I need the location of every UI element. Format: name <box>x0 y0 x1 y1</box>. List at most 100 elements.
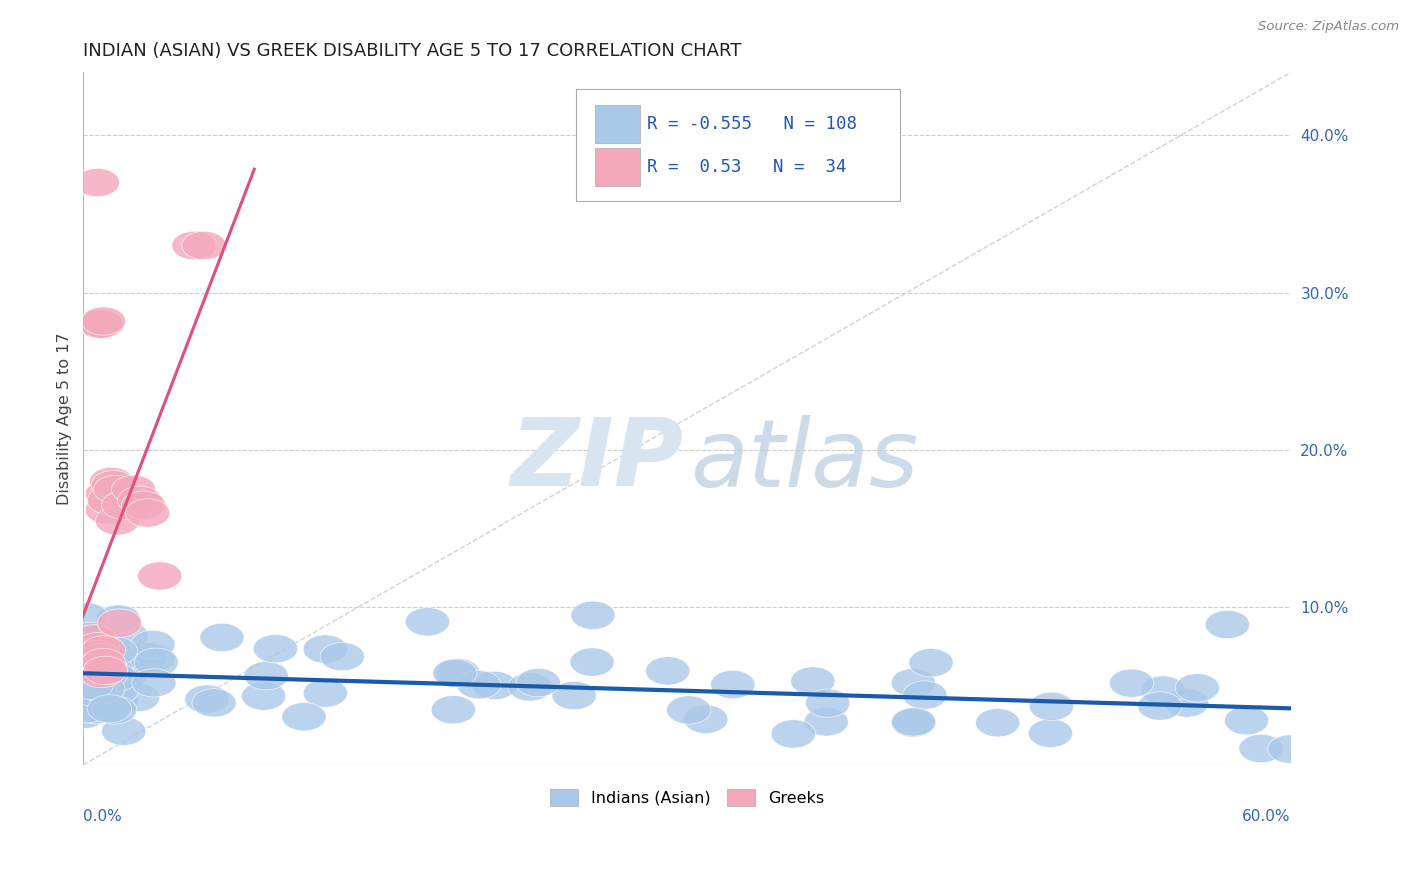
Ellipse shape <box>1268 735 1312 764</box>
Ellipse shape <box>86 480 129 508</box>
Ellipse shape <box>87 486 132 515</box>
Ellipse shape <box>304 679 347 707</box>
Ellipse shape <box>903 681 948 709</box>
Ellipse shape <box>432 696 475 724</box>
Ellipse shape <box>72 633 115 662</box>
Ellipse shape <box>281 703 326 731</box>
Ellipse shape <box>76 169 120 197</box>
Ellipse shape <box>891 707 936 736</box>
Ellipse shape <box>242 682 285 710</box>
Ellipse shape <box>91 682 135 710</box>
Ellipse shape <box>73 673 118 702</box>
Ellipse shape <box>66 688 110 716</box>
Ellipse shape <box>76 632 120 661</box>
Ellipse shape <box>94 676 139 705</box>
Ellipse shape <box>172 231 217 260</box>
Ellipse shape <box>96 507 139 535</box>
Ellipse shape <box>457 671 501 698</box>
Ellipse shape <box>891 709 935 737</box>
Ellipse shape <box>87 655 132 682</box>
Ellipse shape <box>79 310 124 338</box>
Ellipse shape <box>121 491 166 519</box>
Text: R =  0.53   N =  34: R = 0.53 N = 34 <box>647 158 846 176</box>
Text: 60.0%: 60.0% <box>1241 809 1291 824</box>
Ellipse shape <box>976 708 1019 737</box>
Ellipse shape <box>70 622 114 650</box>
Ellipse shape <box>666 696 711 724</box>
Ellipse shape <box>200 624 245 651</box>
Ellipse shape <box>65 695 110 723</box>
Ellipse shape <box>72 644 115 672</box>
Ellipse shape <box>96 605 141 633</box>
Ellipse shape <box>73 693 117 721</box>
Ellipse shape <box>69 690 112 719</box>
Ellipse shape <box>101 717 146 746</box>
Ellipse shape <box>73 696 117 723</box>
Ellipse shape <box>63 626 107 655</box>
Ellipse shape <box>62 633 105 662</box>
Ellipse shape <box>245 662 288 690</box>
Ellipse shape <box>82 648 125 677</box>
Ellipse shape <box>90 674 134 703</box>
Ellipse shape <box>66 666 111 695</box>
Ellipse shape <box>93 664 138 692</box>
Ellipse shape <box>181 231 226 260</box>
Ellipse shape <box>1029 692 1074 721</box>
Ellipse shape <box>77 310 121 338</box>
Ellipse shape <box>111 475 156 504</box>
Ellipse shape <box>62 700 105 729</box>
Ellipse shape <box>1175 673 1219 702</box>
Ellipse shape <box>304 635 347 664</box>
Ellipse shape <box>131 631 174 658</box>
Ellipse shape <box>67 678 111 706</box>
Ellipse shape <box>83 652 127 681</box>
Ellipse shape <box>433 659 477 688</box>
Ellipse shape <box>1239 734 1284 763</box>
Ellipse shape <box>131 644 174 672</box>
Ellipse shape <box>73 625 118 654</box>
Ellipse shape <box>80 664 125 691</box>
Ellipse shape <box>1137 692 1182 720</box>
Ellipse shape <box>645 657 690 685</box>
Ellipse shape <box>72 653 115 681</box>
Ellipse shape <box>77 644 121 672</box>
Ellipse shape <box>93 475 138 504</box>
Ellipse shape <box>73 653 118 681</box>
Ellipse shape <box>790 667 835 695</box>
Ellipse shape <box>193 689 236 717</box>
Ellipse shape <box>1140 676 1185 705</box>
Ellipse shape <box>472 672 516 699</box>
Ellipse shape <box>103 662 146 690</box>
Ellipse shape <box>569 648 614 676</box>
Ellipse shape <box>96 659 141 687</box>
Ellipse shape <box>63 603 108 631</box>
Ellipse shape <box>1109 669 1154 698</box>
Ellipse shape <box>72 660 117 689</box>
Ellipse shape <box>683 705 728 733</box>
Ellipse shape <box>70 684 114 712</box>
Text: ZIP: ZIP <box>510 414 683 506</box>
Ellipse shape <box>67 646 112 673</box>
Ellipse shape <box>84 685 129 714</box>
Ellipse shape <box>115 683 160 712</box>
Ellipse shape <box>891 668 935 697</box>
Ellipse shape <box>73 648 118 677</box>
Ellipse shape <box>908 648 953 677</box>
Ellipse shape <box>65 684 110 713</box>
Ellipse shape <box>1164 689 1209 717</box>
Text: Source: ZipAtlas.com: Source: ZipAtlas.com <box>1258 20 1399 33</box>
Ellipse shape <box>118 486 162 515</box>
Ellipse shape <box>77 641 122 670</box>
Ellipse shape <box>87 695 132 723</box>
Ellipse shape <box>62 665 107 693</box>
Ellipse shape <box>96 654 139 682</box>
Ellipse shape <box>1028 719 1073 747</box>
Ellipse shape <box>72 637 115 665</box>
Ellipse shape <box>125 499 170 527</box>
Ellipse shape <box>93 696 136 724</box>
Ellipse shape <box>91 674 135 702</box>
Ellipse shape <box>97 609 142 637</box>
Ellipse shape <box>321 642 364 671</box>
Ellipse shape <box>76 640 120 669</box>
Text: atlas: atlas <box>690 415 918 506</box>
